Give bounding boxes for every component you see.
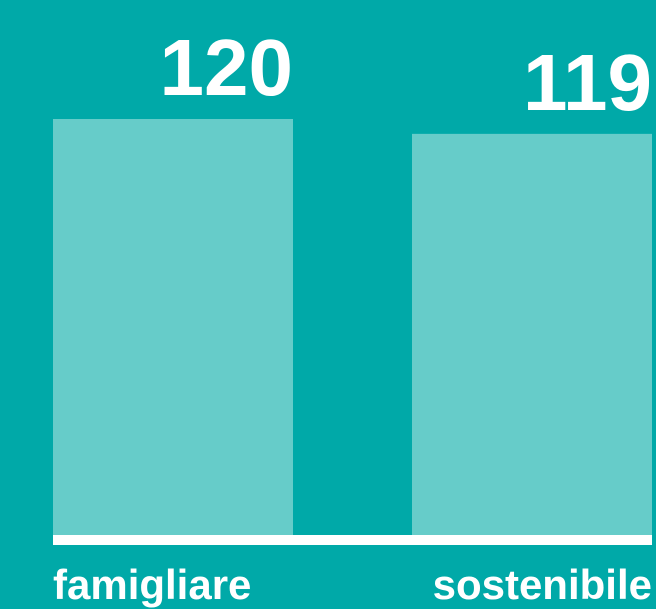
value-label: 119 [523, 38, 652, 127]
value-label: 120 [160, 23, 293, 112]
x-tick-label: famigliare [53, 561, 251, 608]
bar [412, 133, 652, 535]
x-tick-label: sostenibile [433, 561, 652, 608]
bar [53, 119, 293, 535]
baseline [53, 535, 652, 545]
